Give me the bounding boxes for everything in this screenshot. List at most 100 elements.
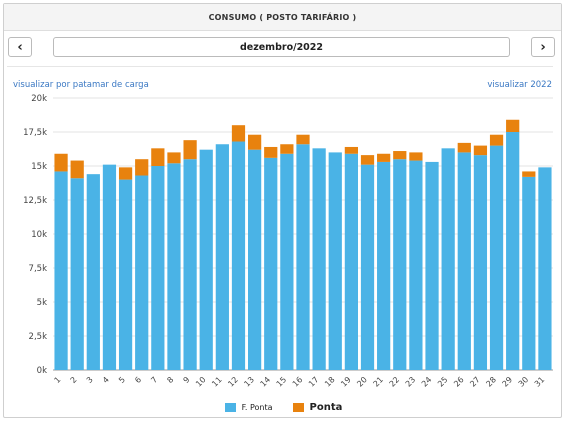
- chevron-right-icon: ›: [540, 39, 546, 55]
- bar-ponta-day-19[interactable]: [344, 146, 358, 154]
- x-tick-label: 1: [53, 375, 63, 385]
- bar-fora-ponta-day-8[interactable]: [167, 163, 181, 370]
- panel-title: CONSUMO ( POSTO TARIFÁRIO ): [4, 4, 561, 31]
- legend-item-fora-ponta[interactable]: F. Ponta: [224, 402, 273, 413]
- bar-ponta-day-6[interactable]: [135, 159, 149, 176]
- x-tick-label: 30: [517, 375, 531, 389]
- bar-fora-ponta-day-20[interactable]: [360, 164, 375, 370]
- x-tick-label: 3: [85, 375, 95, 385]
- bar-fora-ponta-day-18[interactable]: [328, 152, 342, 370]
- bar-ponta-day-1[interactable]: [54, 153, 68, 172]
- bar-fora-ponta-day-6[interactable]: [135, 175, 149, 370]
- bar-fora-ponta-day-2[interactable]: [70, 178, 84, 370]
- bar-fora-ponta-day-31[interactable]: [538, 167, 552, 370]
- y-tick-label: 17,5k: [23, 128, 47, 138]
- bar-fora-ponta-day-28[interactable]: [489, 145, 504, 370]
- x-tick-label: 29: [501, 375, 515, 389]
- x-tick-label: 22: [388, 375, 402, 389]
- bar-fora-ponta-day-4[interactable]: [102, 164, 117, 370]
- bar-ponta-day-22[interactable]: [393, 151, 407, 160]
- x-tick-label: 17: [307, 375, 321, 389]
- bar-fora-ponta-day-13[interactable]: [248, 149, 262, 370]
- x-tick-label: 16: [291, 375, 305, 389]
- bar-fora-ponta-day-24[interactable]: [425, 161, 439, 370]
- bar-ponta-day-14[interactable]: [264, 146, 278, 158]
- y-tick-label: 10k: [31, 230, 47, 240]
- bar-fora-ponta-day-23[interactable]: [409, 160, 423, 370]
- bar-ponta-day-23[interactable]: [409, 152, 423, 161]
- x-tick-label: 11: [210, 375, 224, 389]
- bar-fora-ponta-day-22[interactable]: [393, 159, 407, 370]
- x-tick-label: 10: [194, 375, 208, 389]
- bar-ponta-day-21[interactable]: [377, 153, 391, 162]
- bar-ponta-day-9[interactable]: [183, 140, 197, 160]
- bar-fora-ponta-day-27[interactable]: [473, 155, 488, 370]
- bar-fora-ponta-day-14[interactable]: [264, 157, 278, 370]
- x-tick-label: 26: [452, 375, 466, 389]
- bar-fora-ponta-day-17[interactable]: [312, 148, 326, 370]
- bar-ponta-day-7[interactable]: [151, 148, 165, 166]
- bar-fora-ponta-day-7[interactable]: [151, 166, 165, 370]
- y-tick-label: 15k: [31, 162, 47, 172]
- x-tick-label: 14: [259, 375, 273, 389]
- period-selector[interactable]: dezembro/2022: [53, 37, 510, 57]
- x-tick-label: 24: [420, 375, 434, 389]
- x-tick-label: 6: [133, 375, 143, 385]
- y-tick-label: 0k: [37, 366, 47, 376]
- bar-ponta-day-15[interactable]: [280, 144, 294, 154]
- bar-ponta-day-8[interactable]: [167, 152, 181, 164]
- bar-ponta-day-20[interactable]: [360, 155, 375, 165]
- bar-fora-ponta-day-26[interactable]: [457, 152, 471, 370]
- bar-fora-ponta-day-30[interactable]: [522, 176, 536, 370]
- bar-ponta-day-2[interactable]: [70, 160, 84, 179]
- view-year-link[interactable]: visualizar 2022: [487, 80, 552, 90]
- bar-fora-ponta-day-10[interactable]: [199, 149, 213, 370]
- bar-ponta-day-12[interactable]: [231, 125, 246, 142]
- x-tick-label: 23: [404, 375, 418, 389]
- bar-ponta-day-28[interactable]: [489, 134, 504, 146]
- bar-fora-ponta-day-16[interactable]: [296, 144, 310, 370]
- x-tick-label: 12: [226, 375, 240, 389]
- bar-ponta-day-27[interactable]: [473, 145, 488, 156]
- chart-area: [7, 66, 553, 414]
- x-tick-label: 7: [149, 375, 159, 385]
- legend-label-ponta: Ponta: [309, 402, 343, 413]
- bar-fora-ponta-day-29[interactable]: [506, 132, 520, 370]
- previous-month-button[interactable]: ‹: [8, 37, 32, 57]
- bar-fora-ponta-day-5[interactable]: [118, 179, 133, 370]
- bar-fora-ponta-day-12[interactable]: [231, 141, 246, 370]
- bar-ponta-day-5[interactable]: [118, 167, 133, 180]
- legend-swatch-ponta: [292, 403, 304, 412]
- bar-fora-ponta-day-3[interactable]: [86, 174, 100, 370]
- x-tick-label: 21: [371, 375, 385, 389]
- bar-fora-ponta-day-15[interactable]: [280, 153, 294, 370]
- x-tick-label: 4: [101, 375, 111, 385]
- bar-fora-ponta-day-25[interactable]: [441, 148, 455, 370]
- bar-ponta-day-16[interactable]: [296, 134, 310, 145]
- bar-ponta-day-30[interactable]: [522, 171, 536, 177]
- x-tick-label: 20: [355, 375, 369, 389]
- x-tick-label: 5: [117, 375, 127, 385]
- bar-fora-ponta-day-21[interactable]: [377, 161, 391, 370]
- x-tick-label: 2: [69, 375, 79, 385]
- legend-swatch-fora-ponta: [224, 403, 236, 412]
- bar-fora-ponta-day-9[interactable]: [183, 159, 197, 370]
- x-tick-label: 8: [165, 375, 175, 385]
- bar-ponta-day-29[interactable]: [506, 119, 520, 132]
- bar-fora-ponta-day-1[interactable]: [54, 171, 68, 370]
- legend-label-fora-ponta: F. Ponta: [241, 403, 273, 412]
- bar-fora-ponta-day-19[interactable]: [344, 153, 358, 370]
- bar-ponta-day-26[interactable]: [457, 142, 471, 153]
- x-tick-label: 28: [484, 375, 498, 389]
- x-tick-label: 15: [275, 375, 289, 389]
- chart-legend: F. Ponta Ponta: [0, 402, 567, 413]
- chevron-left-icon: ‹: [17, 39, 23, 55]
- legend-item-ponta[interactable]: Ponta: [292, 402, 343, 413]
- next-month-button[interactable]: ›: [531, 37, 555, 57]
- view-by-load-level-link[interactable]: visualizar por patamar de carga: [13, 80, 149, 90]
- x-tick-label: 9: [182, 375, 192, 385]
- bar-fora-ponta-day-11[interactable]: [215, 144, 229, 370]
- bar-ponta-day-13[interactable]: [248, 134, 262, 150]
- x-tick-label: 18: [323, 375, 337, 389]
